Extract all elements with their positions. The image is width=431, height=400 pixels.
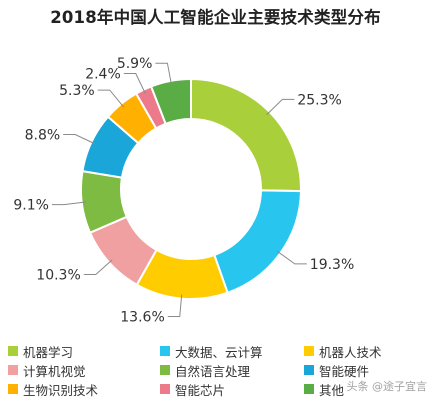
legend-swatch — [8, 346, 18, 356]
legend-label: 自然语言处理 — [175, 363, 251, 379]
legend-item-9: 其他 — [304, 381, 428, 398]
legend-item-8: 智能芯片 — [160, 381, 304, 398]
legend-item-7: 生物识别技术 — [8, 381, 160, 398]
slice-1 — [190, 77, 302, 193]
legend-label: 机器人技术 — [319, 344, 382, 360]
data-label-8: 2.4% — [85, 67, 121, 83]
data-label-3: 13.6% — [120, 310, 164, 326]
legend-swatch — [160, 346, 170, 356]
legend-swatch — [304, 384, 314, 394]
data-label-7: 5.3% — [59, 83, 95, 99]
legend-swatch — [304, 365, 314, 375]
legend-item-1: 机器学习 — [8, 343, 160, 360]
legend-swatch — [8, 365, 18, 375]
legend-label: 智能芯片 — [175, 382, 226, 398]
leader-line-2 — [276, 250, 307, 265]
legend-item-4: 计算机视觉 — [8, 362, 160, 379]
data-label-1: 25.3% — [297, 92, 341, 108]
leader-line-9 — [155, 62, 172, 85]
leader-line-7 — [97, 89, 125, 108]
leader-line-4 — [83, 259, 113, 276]
legend-label: 生物识别技术 — [23, 382, 99, 398]
legend-label: 大数据、云计算 — [175, 344, 263, 360]
legend-swatch — [8, 384, 18, 394]
chart-title: 2018年中国人工智能企业主要技术类型分布 — [50, 8, 381, 27]
watermark: 头条 @途子宜言 — [346, 380, 428, 393]
leader-line-6 — [63, 134, 96, 145]
slice-2 — [213, 189, 302, 295]
legend-label: 其他 — [319, 382, 345, 398]
legend-swatch — [160, 384, 170, 394]
data-label-2: 19.3% — [310, 257, 354, 273]
legend-swatch — [304, 346, 314, 356]
data-label-5: 9.1% — [13, 198, 49, 214]
data-label-4: 10.3% — [36, 268, 80, 284]
data-label-9: 5.9% — [117, 56, 153, 72]
legend-label: 计算机视觉 — [23, 363, 86, 379]
legend-label: 智能硬件 — [319, 363, 370, 379]
slice-9 — [149, 77, 192, 126]
legend-item-6: 智能硬件 — [304, 362, 428, 379]
legend-swatch — [160, 365, 170, 375]
leader-line-3 — [167, 294, 183, 318]
legend-item-3: 机器人技术 — [304, 343, 428, 360]
leader-line-8 — [123, 73, 146, 94]
leader-line-1 — [266, 98, 295, 116]
legend-item-5: 自然语言处理 — [160, 362, 304, 379]
legend-item-2: 大数据、云计算 — [160, 343, 304, 360]
leader-line-5 — [51, 201, 86, 206]
data-label-6: 8.8% — [25, 128, 61, 144]
legend-label: 机器学习 — [23, 344, 74, 360]
chart-legend: 机器学习 大数据、云计算 机器人技术计算机视觉 自然语言处理 智能硬件生物识别技术 智能芯… — [8, 343, 428, 398]
